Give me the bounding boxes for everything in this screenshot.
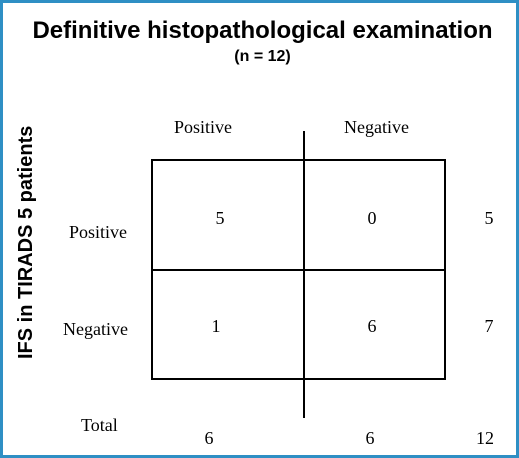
row-divider-line [151,269,446,271]
row-total-positive: 5 [484,208,494,228]
column-header-negative: Negative [344,117,409,137]
cell-positive-negative: 0 [367,208,377,228]
cell-negative-negative: 6 [367,316,377,336]
column-total-negative: 6 [365,428,375,448]
column-header-positive: Positive [174,117,233,137]
column-divider-line [303,131,305,418]
row-header-positive: Positive [69,222,128,242]
row-header-negative: Negative [63,319,128,339]
figure-subtitle: (n = 12) [234,48,291,65]
row-total-negative: 7 [484,316,494,336]
grand-total: 12 [476,428,494,448]
cell-positive-positive: 5 [215,208,225,228]
figure-title: Definitive histopathological examination [32,17,493,44]
column-total-positive: 6 [204,428,214,448]
row-axis-label: IFS in TIRADS 5 patients [15,125,37,359]
cell-negative-positive: 1 [211,316,221,336]
row-header-total: Total [81,415,118,435]
